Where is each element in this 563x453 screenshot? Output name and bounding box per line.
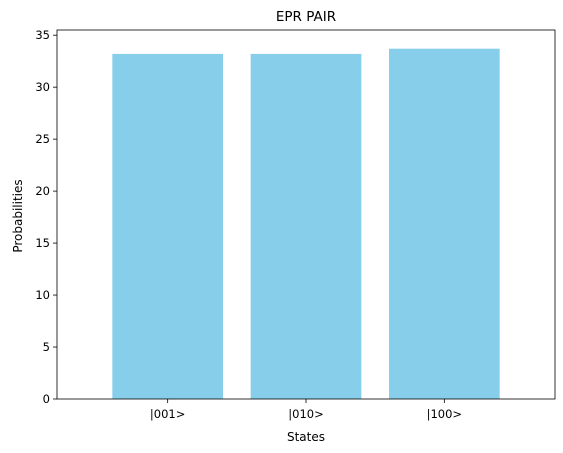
y-tick-label-5: 25 [35,132,50,146]
y-tick-label-2: 10 [35,288,50,302]
x-ticks-group: |001> |010> |100> [150,399,462,421]
bar-2 [389,48,500,399]
y-tick-label-0: 0 [43,392,50,406]
y-tick-label-3: 15 [35,236,50,250]
bars-group [112,48,500,399]
y-tick-label-1: 5 [43,340,50,354]
x-tick-label-2: |100> [427,407,462,421]
bar-1 [250,53,362,399]
y-ticks-group: 0 5 10 15 20 25 30 35 [35,28,57,406]
x-tick-label-0: |001> [150,407,185,421]
x-axis-label: States [287,430,325,444]
bar-0 [112,53,223,399]
y-tick-label-4: 20 [35,184,50,198]
y-tick-label-7: 35 [35,28,50,42]
y-tick-label-6: 30 [35,80,50,94]
chart-title: EPR PAIR [276,9,336,25]
x-tick-label-1: |010> [288,407,323,421]
y-axis-label: Probabilities [11,179,25,252]
plot-frame [56,29,556,400]
